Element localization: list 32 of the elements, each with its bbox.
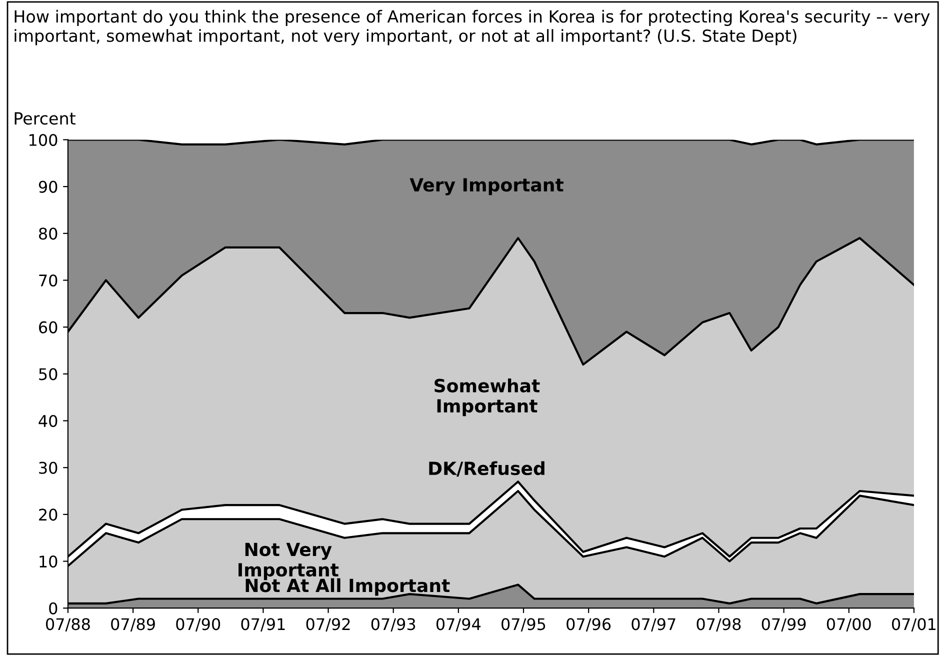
x-tick-label: 07/97 bbox=[632, 618, 676, 632]
y-tick-label: 100 bbox=[30, 134, 58, 146]
series-label: Not Very Important bbox=[238, 542, 339, 580]
x-tick-label: 07/00 bbox=[826, 618, 871, 632]
y-tick-label: 90 bbox=[38, 180, 58, 193]
y-tick-label: 0 bbox=[49, 602, 58, 614]
x-tick-label: 07/99 bbox=[762, 618, 806, 632]
y-tick-label: 50 bbox=[39, 368, 58, 380]
y-tick-label: 30 bbox=[39, 462, 58, 474]
chart-title: How important do you think the presence of American forces in Korea is for protecting Korea's security -- very important, somewhat important, not very important, or not at all important? (U.S. State Dept) bbox=[14, 10, 930, 46]
y-tick-label: 40 bbox=[38, 414, 58, 428]
x-tick-label: 07/93 bbox=[371, 618, 416, 632]
y-axis-title: Percent bbox=[14, 112, 76, 125]
y-tick-label: 10 bbox=[40, 555, 58, 568]
x-tick-label: 07/88 bbox=[46, 618, 90, 632]
series-label: Very Important bbox=[410, 178, 564, 196]
x-tick-label: 07/96 bbox=[566, 618, 611, 632]
series-label: Somewhat Important bbox=[434, 378, 540, 416]
x-tick-label: 07/92 bbox=[306, 618, 350, 632]
series-label: DK/Refused bbox=[429, 461, 544, 477]
y-tick-label: 60 bbox=[39, 321, 58, 334]
x-tick-label: 07/01 bbox=[892, 618, 936, 632]
series-label: Not At All Important bbox=[246, 578, 450, 596]
x-tick-label: 07/90 bbox=[176, 618, 220, 632]
x-tick-label: 07/94 bbox=[436, 618, 481, 632]
y-tick-label: 70 bbox=[39, 274, 58, 287]
x-tick-label: 07/91 bbox=[241, 618, 285, 632]
x-tick-label: 07/98 bbox=[696, 618, 741, 632]
y-tick-label: 20 bbox=[39, 508, 58, 521]
y-tick-label: 80 bbox=[39, 228, 58, 240]
x-tick-label: 07/89 bbox=[111, 618, 155, 632]
x-tick-label: 07/95 bbox=[502, 618, 546, 632]
